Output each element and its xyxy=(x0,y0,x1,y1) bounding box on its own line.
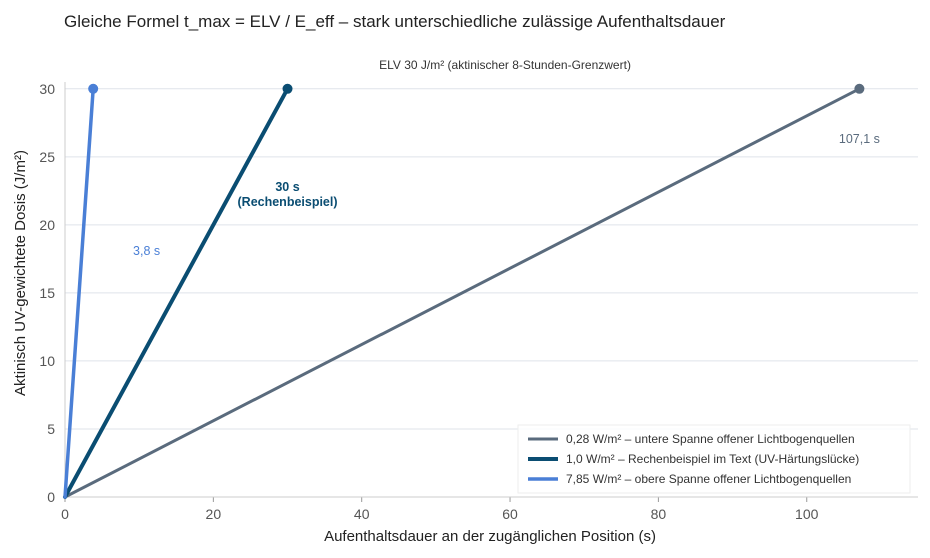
x-tick-label: 80 xyxy=(651,506,667,522)
legend-box xyxy=(517,424,911,494)
x-tick-label: 20 xyxy=(206,506,222,522)
y-tick-label: 30 xyxy=(39,81,55,97)
x-tick-label: 100 xyxy=(795,506,819,522)
legend-entry: 1,0 W/m² – Rechenbeispiel im Text (UV-Hä… xyxy=(566,452,859,466)
x-tick-label: 40 xyxy=(354,506,370,522)
y-tick-label: 10 xyxy=(39,353,55,369)
data-annotation: 107,1 s xyxy=(839,132,880,146)
x-tick-label: 0 xyxy=(61,506,69,522)
grid xyxy=(65,88,918,498)
series-line xyxy=(63,87,95,499)
legend: 0,28 W/m² – untere Spanne offener Lichtb… xyxy=(517,424,911,494)
x-tick-label: 60 xyxy=(502,506,518,522)
legend-entry: 0,28 W/m² – untere Spanne offener Lichtb… xyxy=(566,432,855,446)
y-tick-label: 0 xyxy=(47,489,55,505)
series-line xyxy=(63,86,290,499)
annotations: 107,1 s 30 s(Rechenbeispiel) 3,8 s xyxy=(133,132,880,258)
y-axis-label: Aktinisch UV-gewichtete Dosis (J/m²) xyxy=(12,150,29,396)
y-tick-label: 5 xyxy=(47,421,55,437)
y-tick-label: 25 xyxy=(39,149,55,165)
data-annotation: (Rechenbeispiel) xyxy=(238,195,338,209)
legend-entry: 7,85 W/m² – obere Spanne offener Lichtbo… xyxy=(566,472,851,486)
data-annotation: 30 s xyxy=(275,180,299,194)
y-tick-label: 15 xyxy=(39,285,55,301)
data-annotation: 3,8 s xyxy=(133,244,160,258)
series-end-point xyxy=(282,83,293,94)
series-line xyxy=(63,87,861,499)
chart-subtitle: ELV 30 J/m² (aktinischer 8-Stunden-Grenz… xyxy=(379,58,631,72)
axes: 0 5 10 15 20 25 30 0 20 40 60 80 100 xyxy=(39,81,918,522)
series-end-point xyxy=(88,83,99,94)
chart-title: Gleiche Formel t_max = ELV / E_eff – sta… xyxy=(64,12,726,31)
series-lines xyxy=(63,83,865,499)
series-end-point xyxy=(854,83,865,94)
y-tick-label: 20 xyxy=(39,217,55,233)
x-axis-label: Aufenthaltsdauer an der zugänglichen Pos… xyxy=(324,528,656,545)
